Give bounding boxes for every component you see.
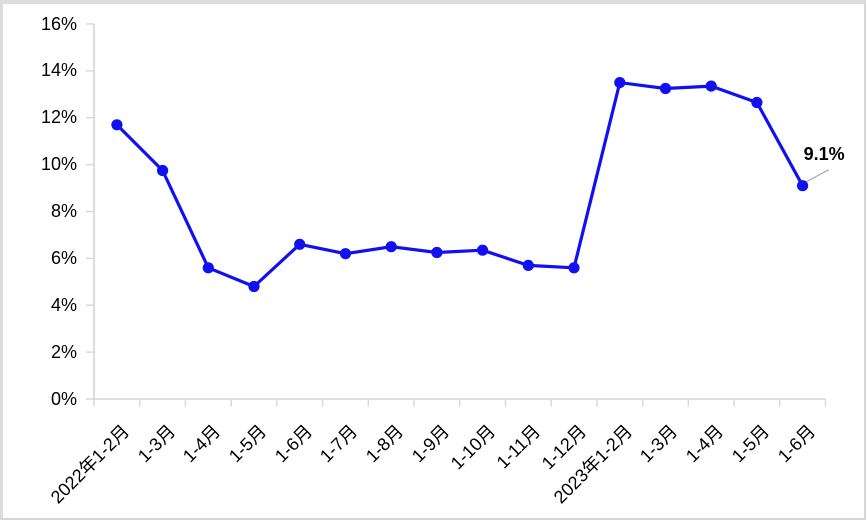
y-tick-label: 10% xyxy=(40,154,77,175)
y-tick-label: 16% xyxy=(40,13,77,34)
data-point-marker xyxy=(751,96,763,109)
data-point-marker xyxy=(339,248,352,260)
y-tick-label: 6% xyxy=(50,247,77,268)
data-point-marker xyxy=(522,259,534,271)
data-label-last-point: 9.1% xyxy=(803,143,845,164)
data-point-marker xyxy=(614,77,626,89)
data-point-marker xyxy=(202,262,214,274)
data-point-marker xyxy=(659,82,672,95)
data-point-marker xyxy=(477,244,489,256)
trend-line xyxy=(115,80,805,289)
annotation-leader-line xyxy=(804,169,829,184)
y-tick-label: 8% xyxy=(50,201,77,221)
data-point-marker xyxy=(111,119,123,131)
y-tick-label: 0% xyxy=(50,388,77,409)
data-point-marker xyxy=(157,164,169,177)
y-tick-label: 12% xyxy=(40,107,77,128)
data-point-marker xyxy=(705,80,717,92)
data-point-marker xyxy=(248,280,260,293)
data-point-marker xyxy=(294,238,306,250)
data-point-marker xyxy=(431,246,443,259)
y-tick-label: 2% xyxy=(50,341,77,362)
data-point-marker xyxy=(568,262,580,274)
data-point-marker xyxy=(797,180,809,192)
data-point-marker xyxy=(385,241,397,253)
y-tick-label: 4% xyxy=(50,294,77,315)
y-tick-label: 14% xyxy=(40,60,77,81)
